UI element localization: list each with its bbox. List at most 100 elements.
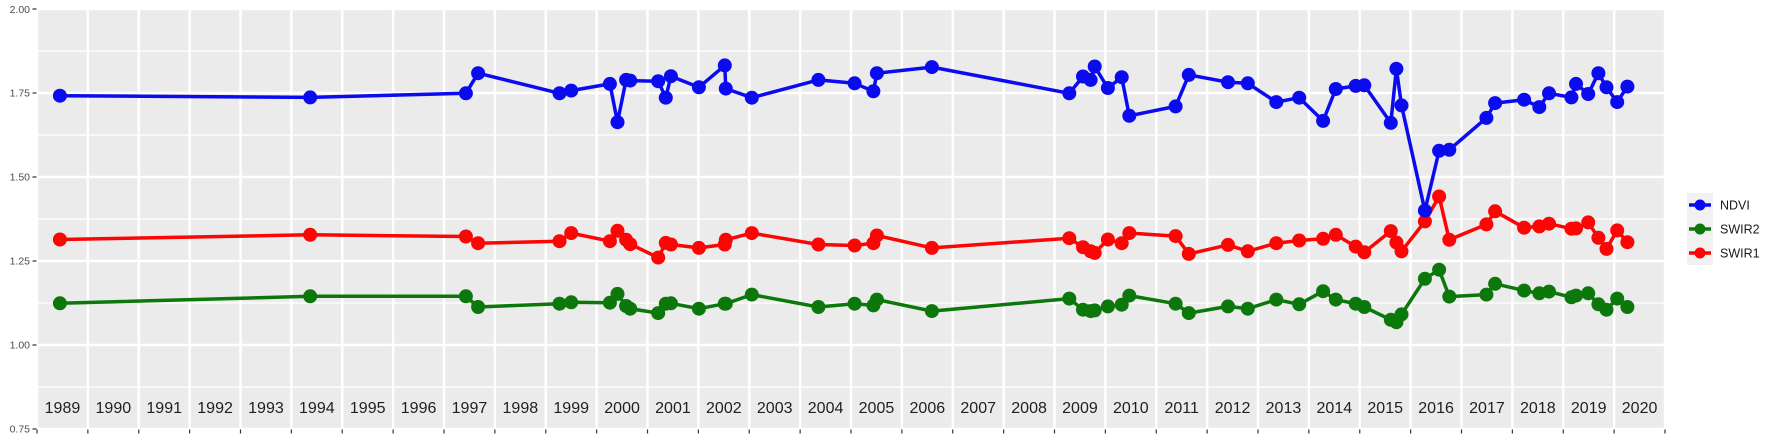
data-point-swir2 [1620, 300, 1635, 314]
data-point-ndvi [602, 76, 617, 91]
data-point-swir1 [869, 228, 884, 243]
legend-label-swir1: SWIR1 [1720, 247, 1760, 261]
x-year-label: 2007 [960, 400, 996, 417]
data-point-swir2 [552, 296, 567, 311]
data-point-ndvi [52, 88, 67, 103]
data-point-ndvi [1168, 99, 1183, 114]
data-point-swir2 [1181, 306, 1196, 321]
data-point-swir1 [1599, 241, 1614, 256]
data-point-swir2 [458, 289, 473, 304]
x-year-label: 2020 [1622, 400, 1658, 417]
data-point-swir1 [1181, 246, 1196, 261]
x-year-label: 2011 [1164, 400, 1199, 417]
data-point-swir1 [1240, 244, 1255, 259]
x-year-label: 1991 [146, 400, 182, 417]
data-point-swir1 [1542, 216, 1556, 231]
data-point-ndvi [1620, 79, 1635, 94]
data-point-ndvi [847, 76, 862, 91]
data-point-swir1 [303, 227, 318, 242]
data-point-swir2 [1610, 291, 1625, 306]
data-point-swir2 [869, 292, 884, 307]
x-year-label: 2006 [910, 400, 946, 417]
data-point-ndvi [1328, 82, 1343, 96]
x-year-label: 1994 [299, 400, 335, 417]
x-year-label: 1990 [96, 400, 132, 417]
data-point-swir2 [1417, 271, 1432, 286]
data-point-swir1 [1062, 231, 1077, 246]
data-point-swir1 [1620, 235, 1635, 250]
data-point-ndvi [1432, 143, 1447, 158]
data-point-swir1 [811, 237, 826, 252]
x-year-label: 1996 [401, 400, 437, 417]
data-point-swir2 [1357, 300, 1372, 314]
data-point-swir2 [1569, 288, 1583, 303]
data-point-swir2 [623, 301, 638, 316]
data-point-swir1 [1122, 226, 1137, 241]
data-point-ndvi [663, 69, 678, 84]
data-point-ndvi [1591, 66, 1606, 81]
x-year-label: 1992 [197, 400, 233, 417]
data-point-ndvi [552, 86, 567, 101]
data-point-swir1 [663, 237, 678, 252]
data-point-swir2 [1394, 307, 1409, 322]
data-point-swir1 [1488, 204, 1503, 219]
x-year-label: 2014 [1317, 400, 1353, 417]
data-point-ndvi [458, 86, 473, 101]
data-point-swir2 [663, 296, 678, 311]
data-point-swir2 [52, 296, 67, 311]
legend-key-point-swir2 [1694, 223, 1706, 235]
x-year-label: 2015 [1367, 400, 1403, 417]
data-point-swir1 [1394, 244, 1409, 259]
data-point-swir2 [1062, 291, 1077, 306]
x-year-label: 2002 [706, 400, 742, 417]
y-axis-label: 1.00 [10, 340, 31, 352]
data-point-swir2 [744, 287, 759, 302]
legend-label-ndvi: NDVI [1720, 199, 1750, 213]
data-point-swir2 [1479, 287, 1494, 302]
data-point-swir2 [564, 295, 579, 310]
data-point-swir2 [1432, 262, 1447, 277]
data-point-ndvi [691, 80, 706, 95]
x-year-label: 2000 [604, 400, 640, 417]
x-year-label: 2005 [859, 400, 895, 417]
data-point-ndvi [303, 90, 318, 105]
data-point-ndvi [1581, 87, 1596, 101]
legend-key-point-swir1 [1694, 247, 1706, 259]
data-point-swir1 [1581, 215, 1596, 230]
data-point-swir2 [1316, 284, 1331, 299]
data-point-ndvi [1357, 78, 1372, 93]
data-point-swir1 [744, 226, 759, 241]
data-point-ndvi [471, 66, 486, 81]
data-point-swir2 [471, 300, 486, 314]
data-point-ndvi [1292, 90, 1307, 105]
data-point-swir2 [1292, 297, 1307, 312]
x-year-label: 2009 [1062, 400, 1098, 417]
data-point-swir2 [811, 300, 826, 314]
data-point-ndvi [651, 74, 666, 89]
data-point-swir1 [1292, 233, 1307, 248]
x-year-label: 1999 [553, 400, 589, 417]
data-point-swir1 [718, 232, 733, 247]
data-point-ndvi [1087, 59, 1102, 74]
data-point-ndvi [717, 58, 732, 73]
data-point-swir2 [1087, 303, 1102, 318]
data-point-swir1 [458, 229, 473, 244]
data-point-swir1 [1328, 227, 1343, 242]
x-year-label: 2008 [1011, 400, 1047, 417]
data-point-swir1 [924, 240, 939, 255]
data-point-swir2 [1599, 302, 1614, 317]
y-axis-label: 1.50 [10, 172, 31, 184]
data-point-swir2 [1442, 289, 1457, 304]
x-year-label: 2018 [1520, 400, 1556, 417]
data-point-swir2 [610, 286, 625, 301]
data-point-swir2 [1240, 301, 1255, 316]
data-point-ndvi [1122, 108, 1137, 123]
data-point-swir2 [1542, 284, 1556, 299]
data-point-swir1 [1479, 217, 1494, 232]
x-year-label: 1997 [452, 400, 488, 417]
data-point-swir1 [1357, 245, 1372, 260]
data-point-ndvi [1100, 81, 1115, 95]
data-point-ndvi [1269, 95, 1284, 110]
